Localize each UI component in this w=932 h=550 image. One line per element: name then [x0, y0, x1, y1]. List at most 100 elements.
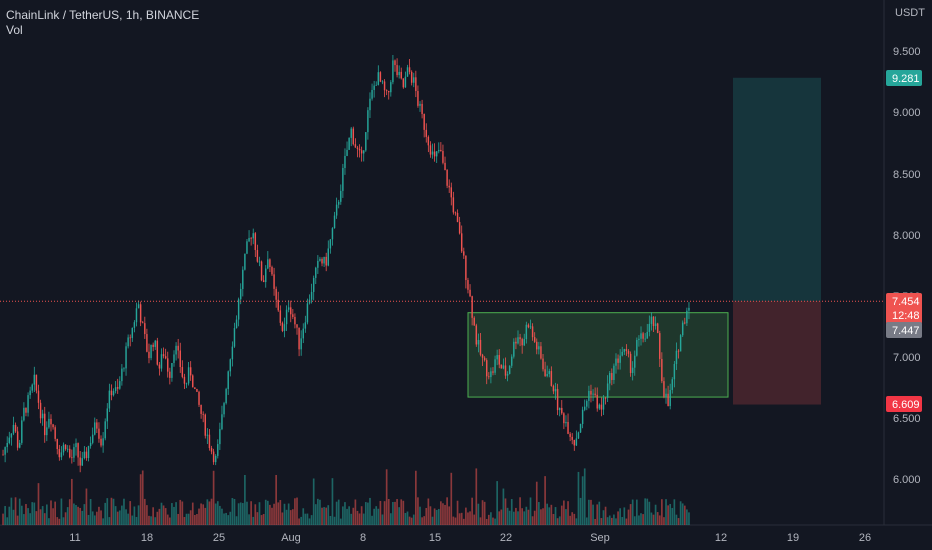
candlestick: [527, 323, 530, 329]
candle-body: [479, 339, 482, 355]
candle-body: [490, 371, 492, 378]
volume-bar: [60, 498, 63, 525]
volume-bar: [425, 508, 428, 525]
volume-bar: [25, 504, 27, 525]
volume-bar: [617, 511, 619, 525]
candlestick: [402, 78, 405, 89]
candlestick: [60, 446, 63, 461]
candlestick: [39, 399, 42, 424]
candle-body: [629, 353, 632, 373]
candle-body: [198, 391, 200, 405]
candlestick: [546, 365, 548, 378]
volume-bar: [79, 507, 82, 525]
candle-body: [89, 442, 92, 447]
candlestick: [141, 320, 144, 324]
candlestick: [677, 349, 680, 359]
time-axis[interactable]: 11 18 25 Aug 8 15 22 Sep 12 19 26: [69, 532, 871, 544]
symbol-title[interactable]: ChainLink / TetherUS, 1h, BINANCE: [6, 8, 200, 22]
candlestick: [181, 360, 184, 379]
candle-body: [546, 374, 548, 377]
candlestick: [91, 427, 94, 445]
candle-body: [177, 345, 179, 351]
candle-body: [66, 448, 69, 450]
candle-body: [588, 390, 590, 401]
volume-bar: [333, 516, 336, 525]
candlestick: [448, 179, 450, 193]
candlestick: [279, 305, 282, 326]
candlestick: [64, 444, 67, 451]
candle-body: [294, 316, 296, 325]
candle-body: [377, 72, 380, 85]
candlestick: [354, 138, 357, 148]
candle-body: [365, 132, 367, 151]
candlestick: [517, 330, 519, 345]
candle-body: [636, 339, 638, 356]
candle-body: [337, 201, 340, 205]
candle-body: [129, 337, 131, 339]
candle-body: [517, 337, 519, 344]
volume-bar: [131, 515, 134, 525]
volume-bar: [229, 511, 232, 525]
volume-bar: [171, 503, 173, 525]
candlestick: [189, 361, 192, 381]
candlestick: [502, 358, 505, 370]
candle-body: [417, 91, 419, 106]
candle-body: [581, 409, 584, 424]
candlestick: [552, 384, 555, 395]
candle-body: [654, 323, 657, 327]
volume-bar: [75, 505, 77, 525]
candlestick: [529, 319, 532, 330]
volume-bar: [563, 500, 565, 525]
candlestick: [460, 225, 463, 254]
volume-bar: [196, 514, 198, 525]
candle-body: [561, 407, 563, 414]
candlestick: [350, 126, 352, 147]
candlestick: [183, 373, 186, 390]
volume-bar: [554, 507, 557, 525]
candlestick: [592, 389, 594, 402]
volume-bar: [346, 508, 348, 525]
candle-body: [644, 338, 646, 340]
candle-body: [187, 367, 190, 384]
volume-bar: [298, 518, 300, 525]
long-position-stop-zone[interactable]: [733, 301, 821, 405]
volume-indicator-label[interactable]: Vol: [6, 23, 23, 37]
volume-bar: [467, 512, 469, 525]
volume-bar: [623, 507, 626, 525]
candlestick: [104, 418, 106, 441]
candlestick: [508, 365, 511, 375]
candlestick: [27, 392, 29, 417]
volume-bar: [108, 517, 111, 525]
candle-body: [335, 204, 338, 216]
candlestick: [373, 80, 375, 98]
candle-body: [652, 316, 655, 327]
volume-bar: [212, 470, 215, 525]
candlestick: [496, 349, 498, 366]
volume-bar: [431, 516, 434, 525]
candlestick: [41, 409, 44, 426]
candle-body: [579, 423, 582, 433]
candle-body: [164, 356, 167, 359]
volume-bar: [583, 468, 586, 525]
volume-bar: [342, 506, 344, 525]
candlestick: [160, 348, 163, 372]
candlestick: [119, 376, 121, 390]
volume-bar: [519, 497, 521, 525]
x-tick-label: 19: [787, 532, 799, 544]
volume-bar: [73, 503, 75, 525]
volume-bar: [6, 517, 9, 525]
volume-bar: [479, 517, 482, 525]
candlestick: [16, 426, 19, 451]
volume-bar: [96, 511, 98, 525]
candlestick: [171, 362, 173, 382]
candlestick: [421, 99, 423, 119]
candlestick: [123, 367, 125, 372]
previous-close-text: 7.447: [892, 325, 920, 337]
candlestick: [335, 197, 338, 219]
range-box-drawing[interactable]: [467, 312, 729, 398]
candle-body: [112, 391, 115, 396]
long-position-target-zone[interactable]: [733, 77, 821, 302]
price-axis[interactable]: 9.500 9.000 8.500 8.000 7.500 7.000 6.50…: [893, 46, 921, 486]
candlestick: [106, 403, 109, 429]
